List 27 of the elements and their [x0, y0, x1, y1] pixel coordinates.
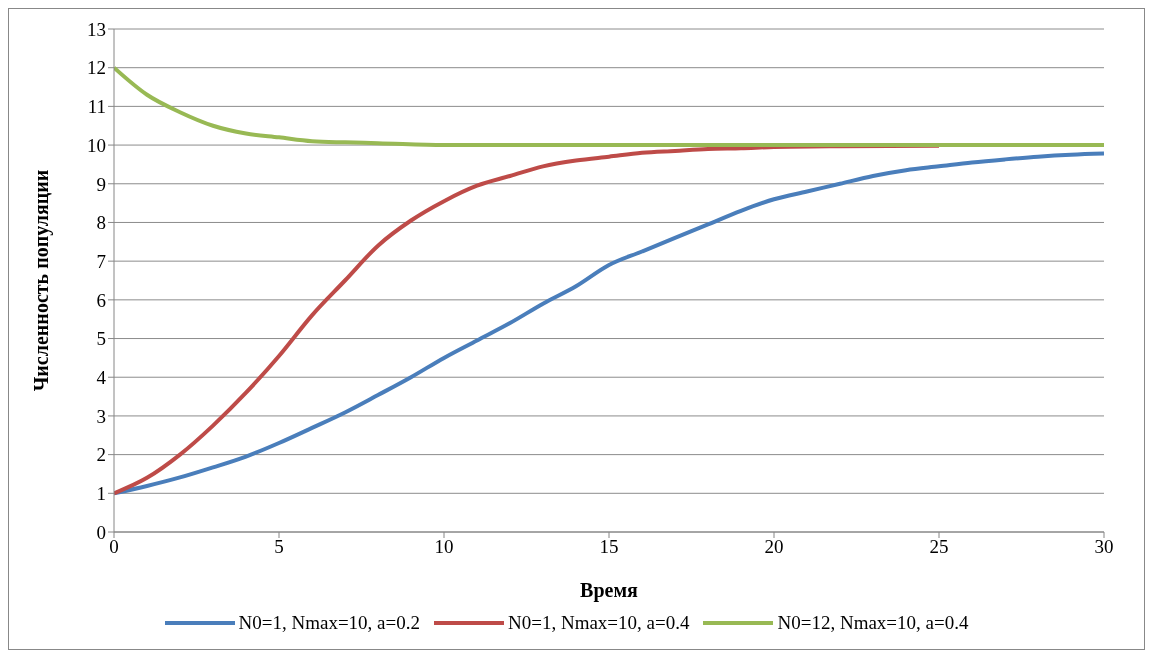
x-tick-label: 15: [599, 536, 619, 558]
y-axis-title: Численность популяции: [30, 169, 54, 392]
legend-label: N0=1, Nmax=10, a=0.2: [238, 612, 420, 634]
x-tick-label: 10: [434, 536, 454, 558]
y-tick-label: 10: [87, 134, 106, 156]
y-tick-label: 12: [87, 57, 106, 79]
y-tick-label: 4: [96, 366, 107, 388]
y-tick-label: 2: [96, 444, 106, 466]
line-series: [114, 151, 1104, 496]
y-tick-label: 9: [96, 173, 106, 195]
legend-label: N0=12, Nmax=10, a=0.4: [777, 612, 969, 634]
y-tick-label: 6: [96, 289, 106, 311]
x-tick-label: 25: [929, 536, 949, 558]
y-tick-label: 5: [96, 328, 106, 350]
x-axis-title: Время: [580, 579, 639, 602]
x-tick-label: 30: [1094, 536, 1114, 558]
x-tick-label: 20: [764, 536, 784, 558]
line-series: [114, 65, 1104, 148]
legend-label: N0=1, Nmax=10, a=0.4: [508, 612, 690, 634]
y-tick-label: 7: [96, 250, 106, 272]
x-tick-label: 5: [274, 536, 284, 558]
y-tick-label: 13: [87, 18, 106, 40]
y-tick-label: 8: [96, 212, 106, 234]
y-tick-label: 1: [96, 483, 106, 505]
y-tick-label: 11: [87, 96, 106, 118]
y-tick-label: 0: [96, 521, 106, 543]
y-tick-label: 3: [96, 405, 106, 427]
